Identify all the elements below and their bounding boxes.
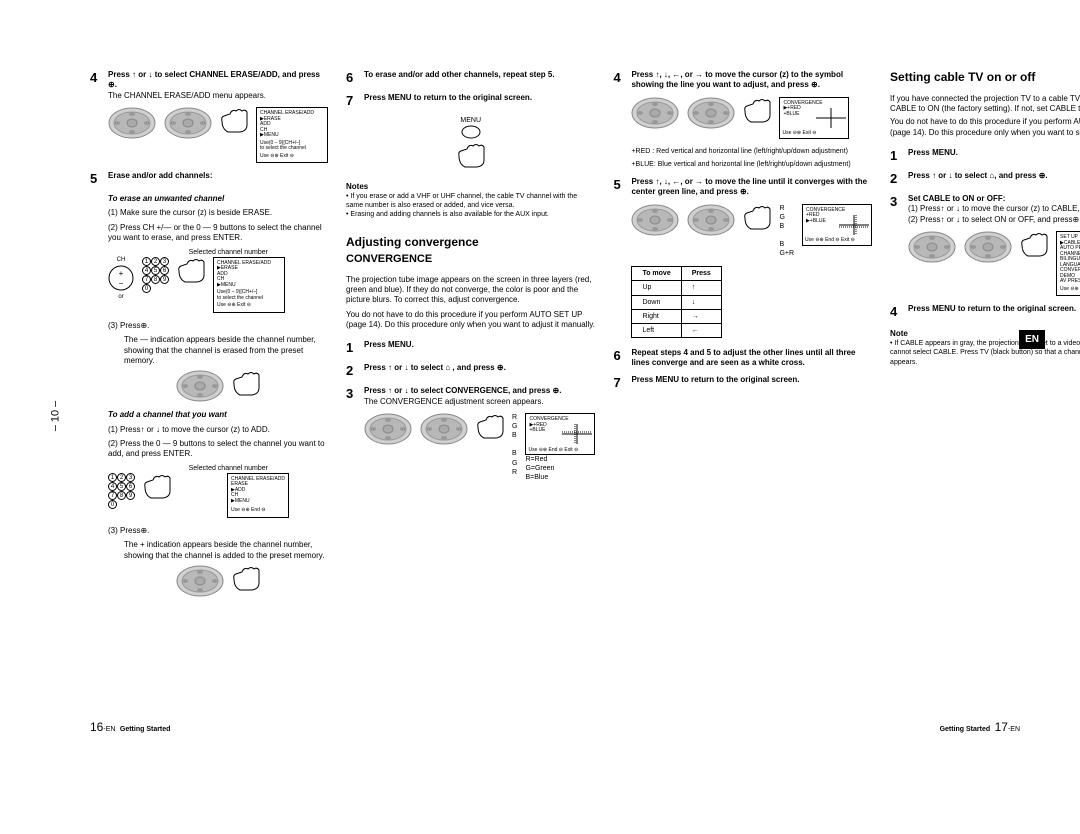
- hand-icon: [457, 161, 485, 170]
- step-title: Set CABLE to ON or OFF:: [908, 194, 1080, 204]
- note-text: • Erasing and adding channels is also av…: [346, 210, 595, 219]
- step-title: Press ↑, ↓, ←, or → to move the cursor (…: [631, 70, 872, 91]
- step-title: Erase and/or add channels:: [108, 171, 328, 188]
- section-heading: Adjusting convergence CONVERGENCE: [346, 235, 595, 266]
- step-title: Press MENU.: [908, 148, 1080, 165]
- osd-menu: SET UP ▶CABLE : ON AUTO PROGRAM CHANNEL …: [1056, 231, 1080, 296]
- caption: Selected channel number: [90, 464, 268, 473]
- step-title: Repeat steps 4 and 5 to adjust the other…: [631, 348, 872, 369]
- osd-screen: CONVERGENCE ▶+RED +BLUE Use ⊖⊕ Exit ⊖: [779, 97, 849, 139]
- body-text: The projection tube image appears on the…: [346, 275, 595, 306]
- note-text: • If CABLE appears in gray, the projecti…: [890, 339, 1080, 366]
- spine-page-number: – 10 –: [49, 401, 61, 432]
- footer-left: 16-EN Getting Started: [90, 720, 170, 734]
- remote-icon: [631, 204, 679, 236]
- remote-icon: [364, 413, 412, 445]
- hand-icon: [1020, 231, 1048, 260]
- remote-icon: [176, 565, 224, 597]
- notes-heading: Notes: [346, 182, 595, 192]
- step-number: 4: [90, 70, 102, 101]
- caption: Selected channel number: [90, 248, 268, 257]
- step-title: Press ↑ or ↓ to select ⌂, and press ⊕.: [908, 171, 1080, 188]
- subheading: To add a channel that you want: [108, 410, 328, 420]
- hand-icon: [220, 107, 248, 136]
- remote-icon: [176, 370, 224, 402]
- hand-icon: [743, 204, 771, 233]
- hand-icon: [743, 97, 771, 126]
- body-text: The CONVERGENCE adjustment screen appear…: [364, 397, 595, 407]
- hand-icon: [143, 473, 171, 502]
- osd-screen: CHANNEL ERASE/ADD ERASE ▶ADD CH ▶MENU Us…: [227, 473, 289, 518]
- column-3: 4 Press ↑, ↓, ←, or → to move the cursor…: [613, 70, 872, 700]
- step-title: Press MENU.: [364, 340, 595, 357]
- hand-icon: [232, 565, 260, 594]
- step-title: Press ↑ or ↓ to select CHANNEL ERASE/ADD…: [108, 70, 328, 91]
- move-table: To movePress Up↑ Down↓ Right→ Left←: [631, 266, 721, 337]
- body-text: The + indication appears beside the chan…: [124, 540, 328, 561]
- section-heading: Setting cable TV on or off: [890, 70, 1080, 86]
- svg-text:−: −: [119, 279, 124, 288]
- body-text: If you have connected the projection TV …: [890, 94, 1080, 115]
- body-text: (3) Press⊕.: [108, 526, 328, 536]
- body-text: (2) Press CH +/— or the 0 — 9 buttons to…: [108, 223, 328, 244]
- step-title: Press ↑ or ↓ to select CONVERGENCE, and …: [364, 386, 595, 396]
- footer-right: Getting Started 17-EN: [940, 720, 1020, 734]
- step-title: Press ↑ or ↓ to select ⌂ , and press ⊕.: [364, 363, 595, 380]
- keypad-icon: 123 456 789 0: [108, 473, 135, 509]
- remote-icon: [908, 231, 956, 263]
- column-1: 4 Press ↑ or ↓ to select CHANNEL ERASE/A…: [90, 70, 328, 700]
- step-title: Press MENU to return to the original scr…: [631, 375, 872, 392]
- notes-heading: Note: [890, 329, 1080, 339]
- legend: R=RedG=GreenB=Blue: [525, 455, 595, 482]
- body-text: You do not have to do this procedure if …: [346, 310, 595, 331]
- hand-icon: [177, 257, 205, 286]
- body-text: (1) Press↑ or ↓ to move the cursor (z) t…: [108, 425, 328, 435]
- body-text: (1) Make sure the cursor (z) is beside E…: [108, 208, 328, 218]
- step-text: The CHANNEL ERASE/ADD menu appears.: [108, 91, 328, 101]
- rgb-label: RGBBG+R: [779, 204, 794, 259]
- body-text: (2) Press↑ or ↓ to select ON or OFF, and…: [908, 215, 1080, 225]
- menu-button-icon: [461, 125, 481, 139]
- step-title: Press MENU to return to the original scr…: [908, 304, 1080, 321]
- remote-icon: [631, 97, 679, 129]
- body-text: (3) Press⊕.: [108, 321, 328, 331]
- osd-screen: CONVERGENCE ▶+RED +BLUE Use ⊖⊕ End ⊖ Exi…: [525, 413, 595, 455]
- subheading: To erase an unwanted channel: [108, 194, 328, 204]
- language-tab: EN: [1019, 330, 1045, 349]
- column-4: Setting cable TV on or off If you have c…: [890, 70, 1080, 700]
- remote-icon: [964, 231, 1012, 263]
- remote-icon: [420, 413, 468, 445]
- body-text: You do not have to do this procedure if …: [890, 117, 1080, 138]
- remote-icon: [687, 204, 735, 236]
- remote-icon: [164, 107, 212, 139]
- remote-icon: [108, 107, 156, 139]
- step-title: Press MENU to return to the original scr…: [364, 93, 595, 110]
- hand-icon: [476, 413, 504, 442]
- keypad-icon: 123 456 789 0: [142, 257, 169, 293]
- osd-screen: CHANNEL ERASE/ADD ▶ERASE ADD CH ▶MENU Us…: [256, 107, 328, 163]
- step-title: To erase and/or add other channels, repe…: [364, 70, 595, 87]
- rgb-label: RGBBGR: [512, 413, 517, 477]
- hand-icon: [232, 370, 260, 399]
- step-title: Press ↑, ↓, ←, or → to move the line unt…: [631, 177, 872, 198]
- ch-button-icon: CH +−or: [108, 257, 134, 302]
- body-text: The — indication appears beside the chan…: [124, 335, 328, 366]
- osd-screen: CONVERGENCE +RED ▶+BLUE Use ⊖⊕ End ⊖ Exi…: [802, 204, 872, 246]
- label: MENU: [346, 116, 595, 125]
- remote-icon: [687, 97, 735, 129]
- body-text: (1) Press↑ or ↓ to move the cursor (z) t…: [908, 204, 1080, 214]
- column-2: 6 To erase and/or add other channels, re…: [346, 70, 595, 700]
- svg-text:+: +: [119, 269, 124, 278]
- note-text: • If you erase or add a VHF or UHF chann…: [346, 192, 595, 210]
- osd-screen: CHANNEL ERASE/ADD ▶ERASE ADD CH ▶MENU Us…: [213, 257, 285, 313]
- note-text: +BLUE: Blue vertical and horizontal line…: [631, 160, 872, 169]
- note-text: +RED : Red vertical and horizontal line …: [631, 147, 872, 156]
- manual-spread: 4 Press ↑ or ↓ to select CHANNEL ERASE/A…: [0, 0, 1080, 740]
- body-text: (2) Press the 0 — 9 buttons to select th…: [108, 439, 328, 460]
